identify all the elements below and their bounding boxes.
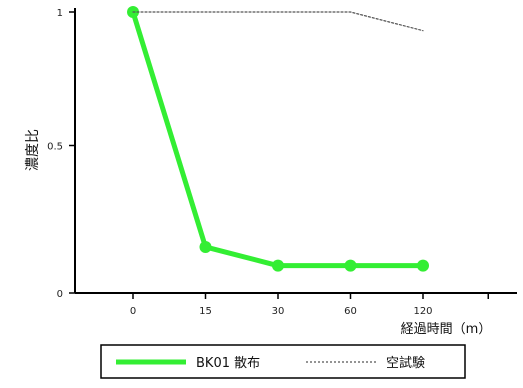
y-tick-label: 0.5 xyxy=(47,142,63,153)
data-point xyxy=(199,240,212,253)
x-tick-label: 120 xyxy=(413,306,432,317)
y-tick-label: 1 xyxy=(57,8,63,19)
x-axis-label: 経過時間（m） xyxy=(401,322,492,337)
data-point xyxy=(272,259,284,272)
x-tick-label: 30 xyxy=(272,306,285,317)
x-tick-label: 15 xyxy=(199,306,212,317)
data-point xyxy=(417,259,429,272)
series-line-0 xyxy=(130,9,426,269)
x-tick-label: 60 xyxy=(344,306,357,317)
ticks: 0 0.5 1 0 15 30 60 120 xyxy=(47,8,489,317)
legend-label-blank-test: 空試験 xyxy=(386,355,425,371)
series-layer xyxy=(127,6,429,272)
legend-label-bk01: BK01 散布 xyxy=(196,356,260,371)
legend: BK01 散布 空試験 xyxy=(100,344,466,379)
y-axis-label: 濃度比 xyxy=(25,129,41,171)
x-tick-label: 0 xyxy=(130,306,136,317)
series-line-1 xyxy=(132,11,424,32)
axes xyxy=(74,8,517,294)
y-tick-label: 0 xyxy=(57,289,63,300)
data-point xyxy=(344,259,357,272)
